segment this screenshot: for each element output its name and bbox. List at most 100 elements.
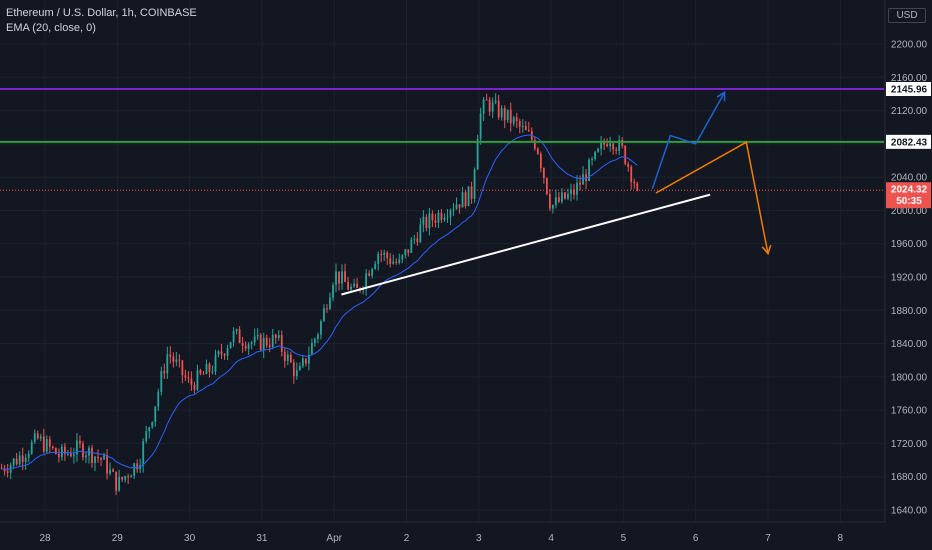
candle-down[interactable] xyxy=(15,458,18,465)
candle-down[interactable] xyxy=(91,447,93,463)
candle-up[interactable] xyxy=(561,192,563,202)
candle-down[interactable] xyxy=(518,121,521,127)
candle-down[interactable] xyxy=(533,139,536,149)
candle-down[interactable] xyxy=(6,471,9,473)
candle-down[interactable] xyxy=(338,271,340,284)
candle-up[interactable] xyxy=(27,453,30,458)
candle-up[interactable] xyxy=(555,197,557,206)
candle-down[interactable] xyxy=(244,345,247,349)
candle-up[interactable] xyxy=(419,224,422,243)
candle-up[interactable] xyxy=(301,358,304,367)
candle-down[interactable] xyxy=(265,337,268,346)
candle-up[interactable] xyxy=(39,436,42,439)
candle-up[interactable] xyxy=(552,205,554,209)
candle-down[interactable] xyxy=(425,216,428,229)
candle-up[interactable] xyxy=(443,217,446,220)
candle-up[interactable] xyxy=(66,453,69,455)
candle-down[interactable] xyxy=(283,351,286,361)
candle-up[interactable] xyxy=(133,463,136,476)
candle-up[interactable] xyxy=(374,263,377,269)
candle-up[interactable] xyxy=(618,139,621,151)
candle-up[interactable] xyxy=(148,427,151,432)
candle-up[interactable] xyxy=(422,216,425,225)
candle-up[interactable] xyxy=(130,475,133,478)
candle-up[interactable] xyxy=(491,102,494,112)
candle-down[interactable] xyxy=(630,166,633,182)
symbol-title[interactable]: Ethereum / U.S. Dollar, 1h, COINBASE xyxy=(6,7,197,19)
candle-up[interactable] xyxy=(311,342,313,355)
candle-up[interactable] xyxy=(145,431,148,442)
candle-down[interactable] xyxy=(545,178,548,194)
candle-down[interactable] xyxy=(169,354,172,357)
candle-down[interactable] xyxy=(380,253,383,255)
candle-down[interactable] xyxy=(503,108,506,121)
candle-up[interactable] xyxy=(428,213,431,229)
candle-up[interactable] xyxy=(500,108,503,118)
candle-up[interactable] xyxy=(277,335,280,338)
candle-up[interactable] xyxy=(335,271,337,285)
candle-up[interactable] xyxy=(320,321,322,335)
candle-up[interactable] xyxy=(229,342,232,349)
candle-up[interactable] xyxy=(494,100,497,103)
candle-down[interactable] xyxy=(488,99,491,112)
candle-up[interactable] xyxy=(307,354,310,364)
candle-up[interactable] xyxy=(467,186,470,207)
candle-down[interactable] xyxy=(509,109,512,124)
candle-down[interactable] xyxy=(115,471,117,491)
candle-up[interactable] xyxy=(103,454,105,460)
candle-up[interactable] xyxy=(353,283,355,287)
candle-down[interactable] xyxy=(603,142,606,145)
projection-path-orange[interactable] xyxy=(655,141,769,254)
candle-up[interactable] xyxy=(588,159,590,181)
candle-up[interactable] xyxy=(413,238,416,240)
candle-down[interactable] xyxy=(42,436,45,452)
candle-up[interactable] xyxy=(452,208,455,211)
candle-up[interactable] xyxy=(295,370,298,377)
candle-down[interactable] xyxy=(497,100,500,118)
candle-up[interactable] xyxy=(597,148,599,152)
candle-down[interactable] xyxy=(202,373,205,375)
candle-up[interactable] xyxy=(512,117,515,124)
candle-up[interactable] xyxy=(479,113,482,139)
candle-up[interactable] xyxy=(175,359,178,362)
candle-down[interactable] xyxy=(347,281,349,290)
candle-up[interactable] xyxy=(118,476,121,491)
candle-up[interactable] xyxy=(256,334,259,337)
candle-down[interactable] xyxy=(548,193,551,209)
candle-up[interactable] xyxy=(371,268,374,276)
candle-down[interactable] xyxy=(515,117,518,122)
projection-path-blue[interactable] xyxy=(651,91,726,190)
candle-down[interactable] xyxy=(564,192,566,199)
candle-down[interactable] xyxy=(573,189,575,195)
candle-up[interactable] xyxy=(211,371,214,373)
candle-down[interactable] xyxy=(416,238,419,243)
indicator-label[interactable]: EMA (20, close, 0) xyxy=(6,22,96,34)
candle-up[interactable] xyxy=(217,351,220,355)
candle-down[interactable] xyxy=(539,153,542,169)
candle-down[interactable] xyxy=(579,182,581,185)
candle-down[interactable] xyxy=(238,329,241,343)
candle-up[interactable] xyxy=(377,253,380,264)
candle-up[interactable] xyxy=(591,158,593,160)
candle-down[interactable] xyxy=(407,249,410,253)
candle-up[interactable] xyxy=(506,109,509,121)
candle-up[interactable] xyxy=(33,433,36,442)
candle-down[interactable] xyxy=(21,455,24,462)
candle-down[interactable] xyxy=(187,377,190,379)
candle-down[interactable] xyxy=(274,334,277,338)
candle-down[interactable] xyxy=(527,130,530,132)
candle-down[interactable] xyxy=(106,454,108,474)
candle-up[interactable] xyxy=(329,297,331,310)
candle-up[interactable] xyxy=(160,371,163,392)
candle-down[interactable] xyxy=(326,308,328,310)
candle-down[interactable] xyxy=(633,181,636,184)
candle-down[interactable] xyxy=(615,149,618,151)
candle-up[interactable] xyxy=(73,454,75,457)
candle-up[interactable] xyxy=(247,344,250,349)
candle-down[interactable] xyxy=(292,362,295,377)
candle-up[interactable] xyxy=(570,189,572,195)
candle-up[interactable] xyxy=(576,182,578,195)
candle-up[interactable] xyxy=(567,194,569,199)
candle-up[interactable] xyxy=(323,308,325,322)
candle-down[interactable] xyxy=(241,342,244,346)
